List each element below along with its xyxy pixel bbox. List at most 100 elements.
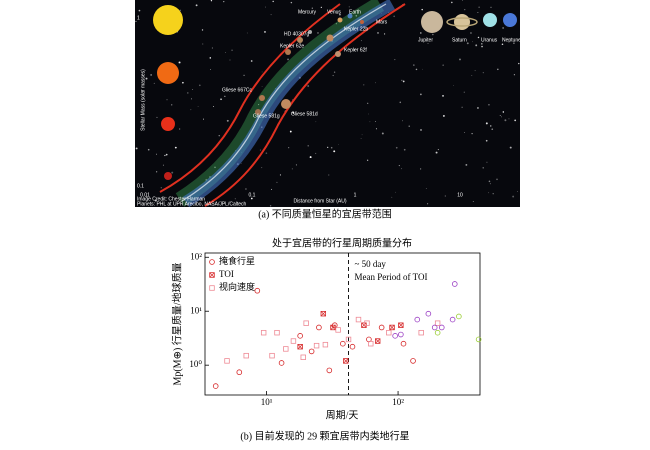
- star-k: [157, 62, 179, 84]
- background-star: [394, 191, 396, 193]
- planet-icon: [259, 95, 265, 101]
- background-star: [270, 14, 272, 16]
- image-background: [135, 0, 520, 207]
- background-star: [145, 77, 148, 80]
- background-star: [442, 114, 445, 117]
- background-star: [488, 103, 490, 106]
- point-box: [300, 354, 306, 360]
- background-star: [490, 125, 492, 127]
- background-star: [363, 84, 365, 86]
- background-star: [317, 32, 319, 34]
- background-star: [401, 79, 403, 82]
- point-cross: [398, 322, 404, 328]
- background-star: [171, 171, 174, 174]
- background-star: [218, 135, 220, 137]
- star-g: [153, 5, 183, 35]
- x-tick-label: 0.01: [140, 192, 150, 198]
- planet-label: Kepler 22b: [344, 26, 368, 32]
- star-m: [161, 117, 175, 131]
- y-tick-label: 10¹: [190, 305, 202, 315]
- background-star: [471, 133, 473, 135]
- background-star: [485, 122, 488, 125]
- background-star: [353, 49, 356, 51]
- background-star: [514, 119, 517, 122]
- point: [236, 369, 243, 376]
- planet-label: Gliese 667Cc: [222, 87, 253, 93]
- background-star: [259, 149, 261, 151]
- point-box: [283, 346, 289, 352]
- point: [335, 327, 341, 333]
- background-star: [138, 9, 141, 12]
- background-star: [461, 106, 463, 109]
- background-star: [421, 8, 423, 11]
- point: [340, 340, 346, 347]
- background-star: [210, 68, 211, 70]
- point: [475, 336, 482, 343]
- legend-marker-box: [209, 272, 215, 278]
- point: [224, 358, 230, 364]
- point-cross: [343, 358, 349, 364]
- planet-icon: [281, 99, 291, 109]
- background-star: [190, 98, 192, 100]
- point: [313, 342, 320, 349]
- background-star: [307, 85, 309, 87]
- point-cross: [361, 322, 367, 328]
- background-star: [258, 104, 260, 106]
- background-star: [135, 147, 138, 150]
- image-labels: Stellar Mass (solar masses) 1 0.1 0.01 0.1 1 1…: [137, 9, 521, 207]
- legend-marker-box: [209, 285, 215, 291]
- uranus-icon: [483, 13, 497, 27]
- background-star: [477, 107, 479, 109]
- point-cross: [297, 344, 303, 350]
- x-tick-label: 10: [457, 192, 463, 198]
- legend-marker: [209, 259, 215, 265]
- background-star: [166, 99, 168, 101]
- background-star: [402, 120, 404, 122]
- planet-label: HD 40307g: [284, 31, 310, 37]
- background-star: [182, 81, 184, 84]
- point: [320, 310, 327, 317]
- background-star: [413, 64, 415, 66]
- background-star: [250, 197, 253, 200]
- background-star: [165, 153, 168, 156]
- point: [400, 340, 407, 347]
- background-star: [210, 0, 213, 2]
- background-star: [146, 196, 148, 198]
- background-star: [488, 180, 491, 183]
- planet-label: Gliese 581d: [291, 111, 318, 117]
- credit: Image Credit: Chester Harman: [137, 196, 205, 202]
- background-star: [261, 167, 263, 169]
- background-star: [291, 168, 293, 170]
- background-star: [477, 36, 480, 38]
- point: [398, 331, 404, 338]
- plot-frame: [204, 252, 481, 396]
- planet-icon: [255, 109, 261, 115]
- background-star: [229, 59, 231, 61]
- background-star: [459, 58, 461, 61]
- background-star: [360, 40, 362, 42]
- point-box: [345, 336, 352, 343]
- background-star: [504, 119, 507, 122]
- point: [330, 324, 336, 331]
- background-star: [466, 42, 469, 45]
- background-star: [328, 174, 330, 176]
- point: [434, 329, 441, 336]
- background-star: [327, 146, 329, 149]
- background-star: [246, 32, 248, 34]
- background-star: [425, 188, 427, 189]
- planet-label: Kepler 62f: [344, 47, 367, 53]
- annotation: ~ 50 day: [355, 259, 387, 269]
- point: [456, 313, 462, 320]
- planet-label: Mercury: [298, 9, 317, 15]
- background-star: [209, 57, 212, 59]
- background-star: [497, 68, 499, 71]
- background-star: [442, 95, 444, 97]
- point-box: [320, 310, 327, 317]
- background-star: [502, 111, 505, 113]
- background-star: [420, 129, 422, 131]
- background-star: [461, 0, 463, 1]
- background-star: [156, 116, 158, 118]
- background-star: [332, 74, 334, 77]
- background-star: [288, 147, 290, 149]
